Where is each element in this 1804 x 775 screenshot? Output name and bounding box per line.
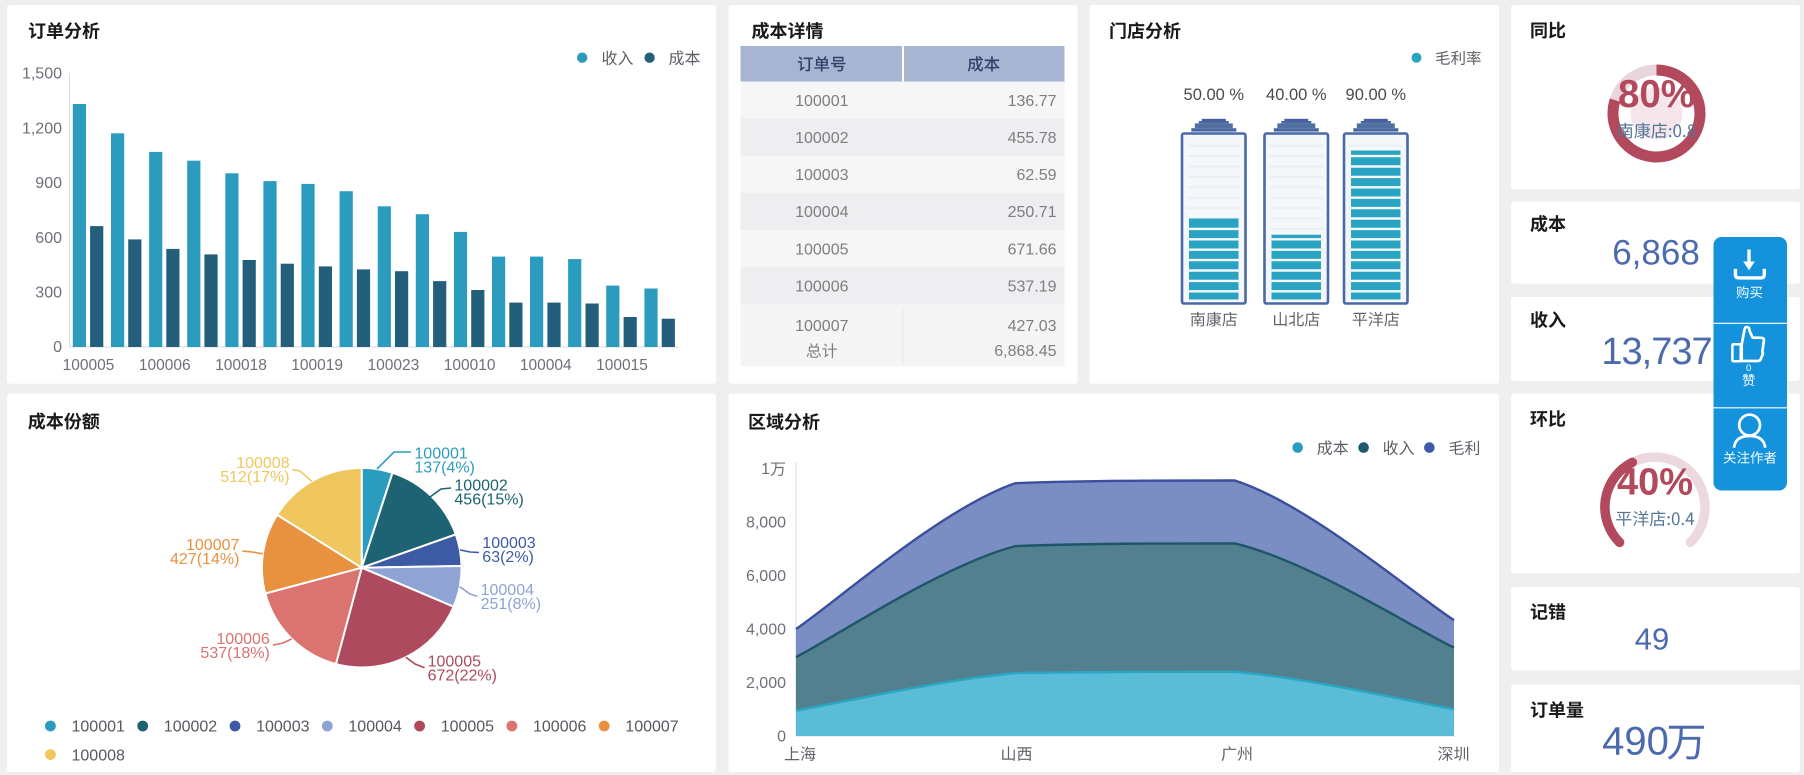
svg-text:100004: 100004 bbox=[520, 357, 572, 374]
svg-text:427.03: 427.03 bbox=[1008, 318, 1057, 335]
svg-text:456(15%): 456(15%) bbox=[454, 492, 523, 509]
svg-text:100006: 100006 bbox=[533, 719, 586, 736]
svg-text:137(4%): 137(4%) bbox=[414, 459, 474, 476]
svg-text:100023: 100023 bbox=[368, 357, 420, 374]
svg-text:2,000: 2,000 bbox=[746, 675, 786, 692]
svg-text:600: 600 bbox=[35, 230, 62, 247]
svg-text:100003: 100003 bbox=[795, 167, 848, 184]
svg-text:6,000: 6,000 bbox=[746, 568, 786, 585]
svg-text:100004: 100004 bbox=[481, 582, 534, 599]
svg-text:250.71: 250.71 bbox=[1008, 204, 1057, 221]
svg-text:1,200: 1,200 bbox=[22, 120, 62, 137]
svg-text:100015: 100015 bbox=[596, 357, 648, 374]
svg-text:100005: 100005 bbox=[441, 719, 494, 736]
svg-text:40.00 %: 40.00 % bbox=[1266, 86, 1327, 104]
svg-text:537(18%): 537(18%) bbox=[200, 645, 269, 662]
svg-text:100005: 100005 bbox=[795, 241, 848, 258]
svg-text:63(2%): 63(2%) bbox=[482, 549, 534, 566]
svg-text:100007: 100007 bbox=[186, 537, 239, 554]
svg-text:90.00 %: 90.00 % bbox=[1346, 86, 1407, 104]
svg-text:0: 0 bbox=[777, 729, 786, 746]
svg-text:100002: 100002 bbox=[164, 719, 217, 736]
svg-text:900: 900 bbox=[35, 175, 62, 192]
svg-text:100001: 100001 bbox=[72, 719, 125, 736]
svg-text:672(22%): 672(22%) bbox=[428, 668, 497, 685]
svg-text:100002: 100002 bbox=[795, 130, 848, 147]
svg-text:671.66: 671.66 bbox=[1008, 241, 1057, 258]
svg-text:300: 300 bbox=[35, 285, 62, 302]
svg-text:0: 0 bbox=[53, 339, 62, 356]
svg-text:100010: 100010 bbox=[444, 357, 496, 374]
svg-text:136.77: 136.77 bbox=[1008, 93, 1057, 110]
svg-text:251(8%): 251(8%) bbox=[481, 596, 541, 613]
svg-text:100002: 100002 bbox=[454, 478, 507, 495]
svg-text:100004: 100004 bbox=[348, 719, 401, 736]
svg-text:62.59: 62.59 bbox=[1016, 167, 1056, 184]
svg-text:455.78: 455.78 bbox=[1008, 130, 1057, 147]
svg-text:80%: 80% bbox=[1618, 73, 1695, 116]
svg-text:100003: 100003 bbox=[482, 535, 535, 552]
svg-text:100003: 100003 bbox=[256, 719, 309, 736]
svg-text:100001: 100001 bbox=[414, 445, 467, 462]
svg-text:537.19: 537.19 bbox=[1008, 279, 1057, 296]
svg-text:49: 49 bbox=[1635, 622, 1669, 657]
svg-text:100007: 100007 bbox=[795, 318, 848, 335]
svg-text:512(17%): 512(17%) bbox=[220, 469, 289, 486]
svg-text:13,737: 13,737 bbox=[1601, 331, 1711, 373]
svg-text:490: 490 bbox=[1602, 720, 1669, 764]
svg-text:100018: 100018 bbox=[215, 357, 267, 374]
svg-text:100001: 100001 bbox=[795, 93, 848, 110]
svg-text:427(14%): 427(14%) bbox=[170, 551, 239, 568]
svg-text:50.00 %: 50.00 % bbox=[1184, 86, 1245, 104]
svg-text:100008: 100008 bbox=[72, 747, 125, 764]
svg-text:1: 1 bbox=[761, 461, 770, 478]
svg-text:100006: 100006 bbox=[795, 279, 848, 296]
svg-text:100007: 100007 bbox=[625, 719, 678, 736]
svg-text:8,000: 8,000 bbox=[746, 515, 786, 532]
svg-text:6,868: 6,868 bbox=[1612, 234, 1700, 273]
svg-text:100006: 100006 bbox=[216, 631, 269, 648]
svg-text:6,868.45: 6,868.45 bbox=[994, 343, 1056, 360]
svg-text:4,000: 4,000 bbox=[746, 622, 786, 639]
svg-text:100004: 100004 bbox=[795, 204, 848, 221]
svg-text:1,500: 1,500 bbox=[22, 66, 62, 83]
svg-text:100019: 100019 bbox=[291, 357, 343, 374]
svg-text:100008: 100008 bbox=[236, 455, 289, 472]
svg-text:100005: 100005 bbox=[428, 654, 481, 671]
svg-text:100005: 100005 bbox=[63, 357, 115, 374]
svg-text:40%: 40% bbox=[1617, 462, 1693, 504]
svg-text:100006: 100006 bbox=[139, 357, 191, 374]
svg-text:0: 0 bbox=[1746, 363, 1751, 374]
